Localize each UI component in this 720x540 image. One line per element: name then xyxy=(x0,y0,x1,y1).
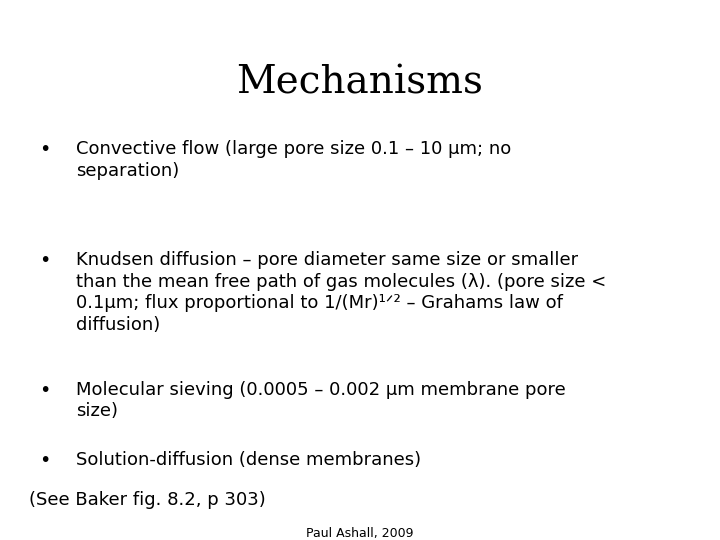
Text: Molecular sieving (0.0005 – 0.002 μm membrane pore
size): Molecular sieving (0.0005 – 0.002 μm mem… xyxy=(76,381,565,420)
Text: Convective flow (large pore size 0.1 – 10 μm; no
separation): Convective flow (large pore size 0.1 – 1… xyxy=(76,140,511,180)
Text: (See Baker fig. 8.2, p 303): (See Baker fig. 8.2, p 303) xyxy=(29,491,266,509)
Text: Mechanisms: Mechanisms xyxy=(237,65,483,102)
Text: •: • xyxy=(40,140,51,159)
Text: •: • xyxy=(40,451,51,470)
Text: Knudsen diffusion – pore diameter same size or smaller
than the mean free path o: Knudsen diffusion – pore diameter same s… xyxy=(76,251,606,334)
Text: Paul Ashall, 2009: Paul Ashall, 2009 xyxy=(306,526,414,539)
Text: Solution-diffusion (dense membranes): Solution-diffusion (dense membranes) xyxy=(76,451,420,469)
Text: •: • xyxy=(40,251,51,270)
Text: •: • xyxy=(40,381,51,400)
